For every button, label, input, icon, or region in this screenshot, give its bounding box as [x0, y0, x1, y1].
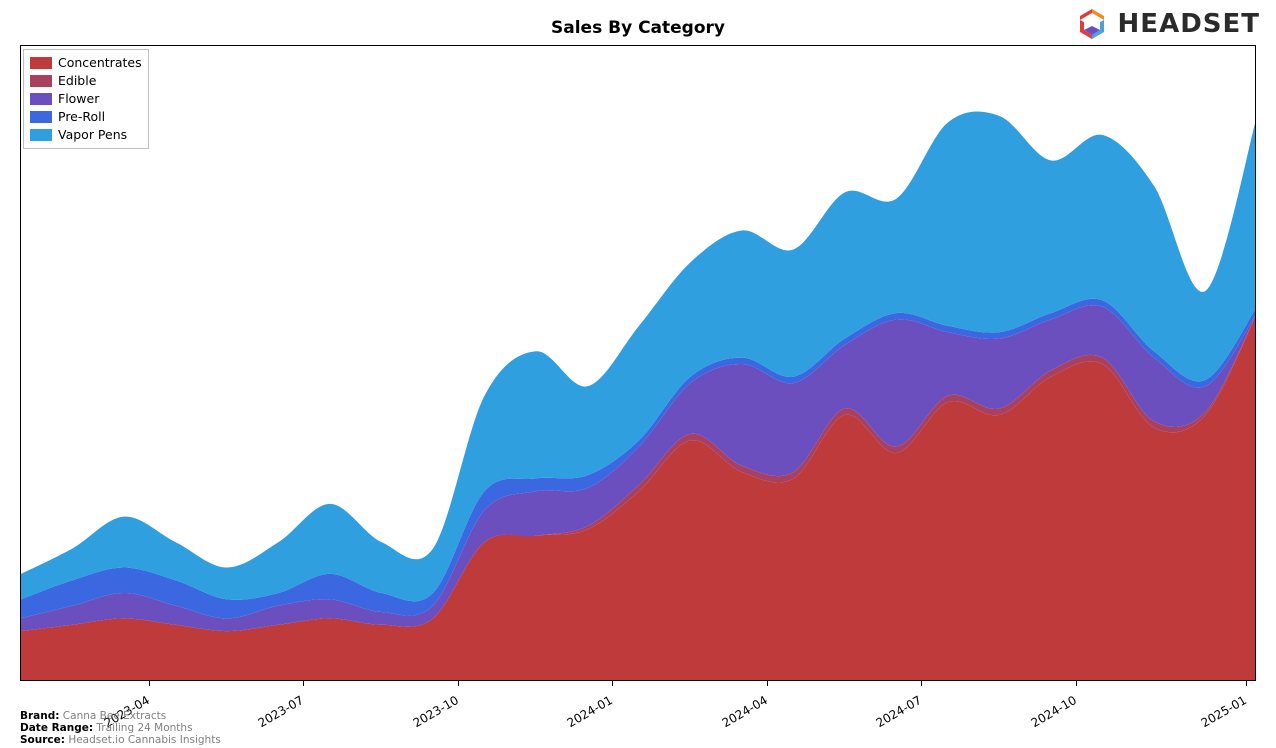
x-tick-mark — [921, 681, 922, 686]
x-tick-label: 2023-07 — [256, 693, 306, 730]
legend-item: Edible — [30, 72, 142, 90]
headset-logo-icon — [1074, 6, 1110, 42]
legend-label: Vapor Pens — [58, 126, 127, 144]
chart-footer: Brand: Canna Bee ExtractsDate Range: Tra… — [20, 710, 221, 746]
legend-swatch — [30, 75, 52, 87]
legend-swatch — [30, 93, 52, 105]
footer-key: Date Range: — [20, 722, 93, 734]
legend-item: Flower — [30, 90, 142, 108]
x-tick-mark — [767, 681, 768, 686]
x-tick-mark — [458, 681, 459, 686]
footer-value: Canna Bee Extracts — [59, 710, 166, 722]
footer-key: Brand: — [20, 710, 59, 722]
x-tick-mark — [303, 681, 304, 686]
footer-line: Date Range: Trailing 24 Months — [20, 722, 221, 734]
x-tick-label: 2024-01 — [565, 693, 615, 730]
x-tick-label: 2023-10 — [410, 693, 460, 730]
footer-value: Trailing 24 Months — [93, 722, 192, 734]
headset-logo: HEADSET — [1074, 6, 1260, 42]
x-tick-mark — [1076, 681, 1077, 686]
headset-logo-text: HEADSET — [1118, 9, 1260, 39]
legend-swatch — [30, 111, 52, 123]
footer-key: Source: — [20, 734, 65, 746]
footer-line: Brand: Canna Bee Extracts — [20, 710, 221, 722]
x-tick-label: 2024-10 — [1028, 693, 1078, 730]
legend-label: Pre-Roll — [58, 108, 105, 126]
x-tick-mark — [149, 681, 150, 686]
legend-label: Concentrates — [58, 54, 142, 72]
legend-item: Concentrates — [30, 54, 142, 72]
x-tick-mark — [612, 681, 613, 686]
legend-item: Vapor Pens — [30, 126, 142, 144]
plot-area — [20, 45, 1256, 681]
x-tick-label: 2025-01 — [1198, 693, 1248, 730]
footer-line: Source: Headset.io Cannabis Insights — [20, 734, 221, 746]
legend-item: Pre-Roll — [30, 108, 142, 126]
legend-label: Flower — [58, 90, 99, 108]
x-tick-mark — [1246, 681, 1247, 686]
legend-label: Edible — [58, 72, 96, 90]
legend-swatch — [30, 57, 52, 69]
x-tick-label: 2024-07 — [874, 693, 924, 730]
x-tick-label: 2024-04 — [719, 693, 769, 730]
legend-swatch — [30, 129, 52, 141]
legend: ConcentratesEdibleFlowerPre-RollVapor Pe… — [23, 49, 149, 149]
footer-value: Headset.io Cannabis Insights — [65, 734, 221, 746]
